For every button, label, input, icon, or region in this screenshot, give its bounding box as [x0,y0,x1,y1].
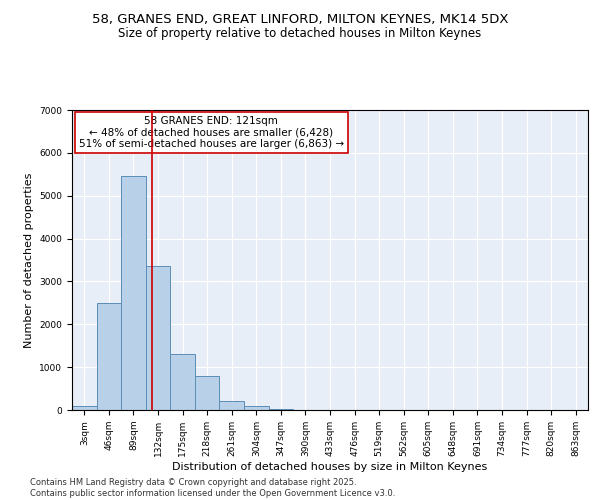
Bar [121,176,146,410]
X-axis label: Distribution of detached houses by size in Milton Keynes: Distribution of detached houses by size … [172,462,488,471]
Bar [244,406,269,410]
Text: 58, GRANES END, GREAT LINFORD, MILTON KEYNES, MK14 5DX: 58, GRANES END, GREAT LINFORD, MILTON KE… [92,12,508,26]
Bar [97,303,121,410]
Bar [72,406,97,410]
Bar [170,354,195,410]
Bar [146,266,170,410]
Bar [269,408,293,410]
Y-axis label: Number of detached properties: Number of detached properties [24,172,34,348]
Text: Contains HM Land Registry data © Crown copyright and database right 2025.
Contai: Contains HM Land Registry data © Crown c… [30,478,395,498]
Text: 58 GRANES END: 121sqm
← 48% of detached houses are smaller (6,428)
51% of semi-d: 58 GRANES END: 121sqm ← 48% of detached … [79,116,344,149]
Bar [220,402,244,410]
Text: Size of property relative to detached houses in Milton Keynes: Size of property relative to detached ho… [118,28,482,40]
Bar [195,376,220,410]
